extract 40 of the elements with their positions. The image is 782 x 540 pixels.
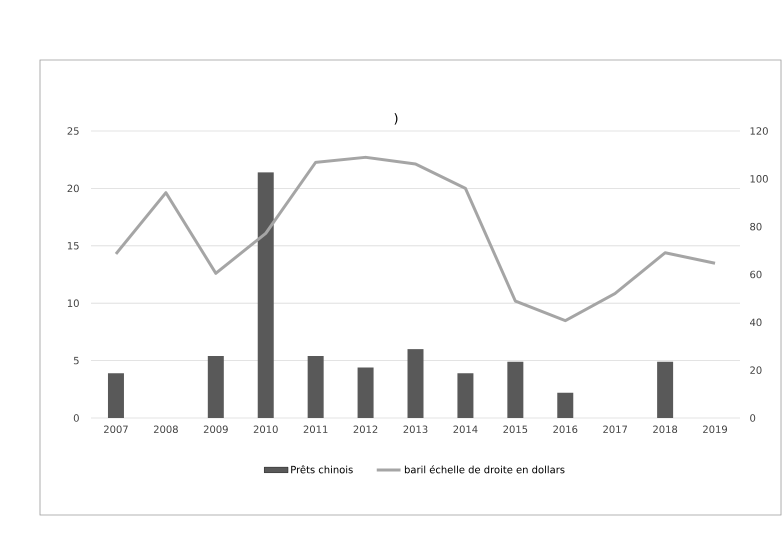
x-tick-label: 2011 [304, 425, 328, 434]
x-tick-label: 2013 [404, 425, 428, 434]
x-tick-label: 2014 [453, 425, 478, 434]
x-tick-label: 2010 [254, 425, 278, 434]
y2-tick-label: 60 [750, 270, 762, 278]
bar [408, 349, 424, 418]
legend-label: baril échelle de droite en dollars [404, 465, 565, 474]
y2-tick-label: 80 [750, 222, 762, 230]
bar [557, 392, 574, 418]
y-tick-label: 0 [74, 414, 79, 422]
y2-tick-label: 20 [750, 366, 762, 374]
bar [457, 373, 474, 418]
bar [358, 367, 374, 418]
y-tick-label: 10 [68, 299, 79, 307]
bar [258, 172, 274, 418]
x-tick-label: 2012 [354, 425, 378, 434]
y2-tick-label: 120 [750, 127, 768, 135]
x-tick-label: 2017 [603, 425, 628, 434]
x-tick-label: 2019 [703, 425, 728, 434]
y2-tick-label: 100 [750, 175, 768, 183]
bar [308, 356, 324, 418]
bar [507, 362, 524, 418]
x-tick-label: 2008 [154, 425, 178, 434]
y2-tick-label: 40 [750, 318, 762, 326]
x-tick-label: 2009 [204, 425, 228, 434]
y2-tick-label: 0 [750, 414, 756, 422]
bar [208, 356, 224, 418]
line-series [114, 156, 717, 322]
y-tick-label: 5 [74, 356, 79, 364]
bar [108, 373, 124, 418]
x-tick-label: 2018 [653, 425, 678, 434]
y-tick-label: 15 [68, 242, 79, 250]
text: ) [394, 113, 398, 125]
x-tick-label: 2015 [503, 425, 528, 434]
y-tick-label: 25 [68, 127, 79, 135]
legend-label: Prêts chinois [291, 465, 353, 474]
y-tick-label: 20 [68, 184, 79, 192]
x-tick-label: 2007 [104, 425, 128, 434]
bar [657, 362, 674, 418]
x-tick-label: 2016 [553, 425, 578, 434]
